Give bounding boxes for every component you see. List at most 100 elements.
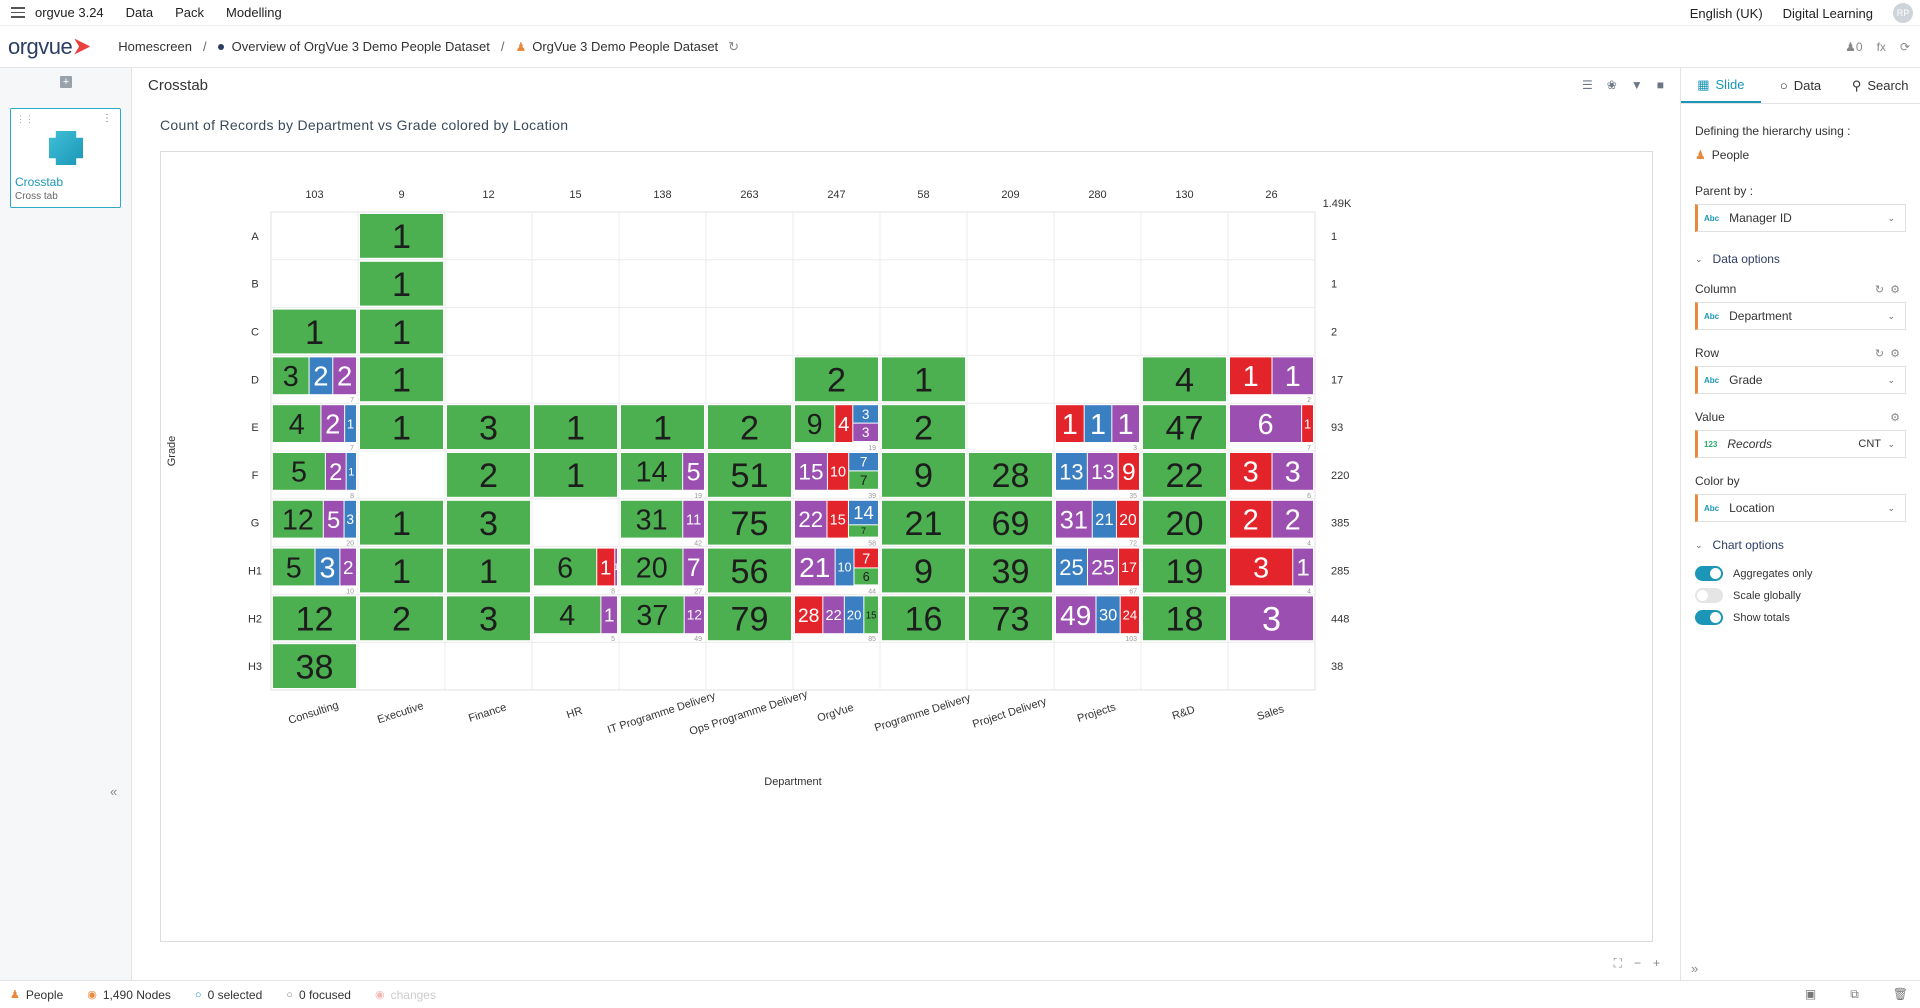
formula-icon[interactable]: fx	[1876, 40, 1886, 54]
crumb-dataset[interactable]: OrgVue 3 Demo People Dataset	[532, 39, 719, 54]
cell-segment	[969, 548, 1052, 593]
list-icon[interactable]: ☰	[1582, 78, 1593, 92]
row-total: 93	[1331, 422, 1343, 434]
cell-value: 1	[1304, 416, 1311, 431]
colorby-select[interactable]: Abc Location ⌄	[1695, 494, 1906, 522]
toggle-scale-globally[interactable]: Scale globally	[1695, 588, 1906, 603]
row-settings-icon[interactable]: ↻⚙	[1874, 347, 1906, 360]
toggle-aggregates-only[interactable]: Aggregates only	[1695, 566, 1906, 581]
breadcrumb: orgvue Homescreen / Overview of OrgVue 3…	[0, 26, 1920, 68]
hamburger-icon[interactable]	[11, 7, 25, 18]
account-menu[interactable]: Digital Learning	[1782, 5, 1873, 21]
toggle-switch[interactable]	[1695, 566, 1723, 581]
value-select[interactable]: 123 Records CNT ⌄	[1695, 430, 1906, 458]
cell-segment	[683, 500, 704, 538]
status-nodes[interactable]: ◉ 1,490 Nodes	[87, 987, 171, 1002]
row-total: 448	[1331, 613, 1349, 625]
cell-value: 49	[1060, 600, 1091, 631]
cell-value: 2	[479, 457, 498, 495]
cell-total: 42	[694, 541, 702, 548]
row-label: B	[251, 279, 258, 291]
fit-icon[interactable]: ⛶	[1613, 956, 1622, 970]
status-changes[interactable]: ◉ changes	[374, 987, 436, 1002]
users-count[interactable]: ♟0	[1845, 40, 1863, 54]
cell-value: 51	[730, 457, 768, 495]
chart-options-header[interactable]: ⌄ Chart options	[1695, 538, 1784, 552]
toggle-show-totals[interactable]: Show totals	[1695, 610, 1906, 625]
language-menu[interactable]: English (UK)	[1689, 5, 1763, 21]
crumb-home[interactable]: Homescreen	[118, 39, 192, 54]
toggle-switch[interactable]	[1695, 588, 1723, 603]
slide-card[interactable]: ⋮⋮ ⋮ Crosstab Cross tab	[10, 108, 121, 208]
cell-segment	[273, 453, 325, 490]
cell-total: 49	[694, 636, 702, 643]
cell-segment	[360, 261, 443, 306]
add-icon[interactable]: ▣	[1804, 987, 1817, 1001]
tab-data[interactable]: ○ Data	[1779, 78, 1822, 93]
cell-value: 1	[1062, 409, 1078, 441]
cell-segment	[882, 548, 965, 593]
cell-value: 5	[291, 457, 307, 489]
menu-data[interactable]: Data	[125, 5, 154, 20]
delete-icon[interactable]: 🗑	[1892, 987, 1908, 1001]
filter-icon[interactable]: ▼	[1630, 78, 1643, 92]
data-options-header[interactable]: ⌄ Data options	[1695, 252, 1780, 266]
column-select[interactable]: Abc Department ⌄	[1695, 302, 1906, 330]
zoom-in-icon[interactable]: +	[1652, 956, 1660, 970]
tab-search[interactable]: ⚲ Search	[1851, 77, 1909, 94]
cell-value: 69	[991, 505, 1029, 543]
cell-segment	[882, 357, 965, 402]
cell-value: 11	[686, 512, 701, 528]
menu-bar: orgvue 3.24 Data Pack Modelling English …	[0, 0, 1920, 26]
cell-value: 3	[346, 512, 354, 527]
logo[interactable]: orgvue	[8, 34, 91, 60]
cell-value: 3	[283, 361, 299, 393]
parent-select[interactable]: Abc Manager ID ⌄	[1695, 204, 1906, 232]
avatar[interactable]: RP	[1893, 3, 1913, 23]
value-label: Value	[1695, 410, 1725, 424]
row-select[interactable]: Abc Grade ⌄	[1695, 366, 1906, 394]
comment-icon[interactable]: ■	[1656, 78, 1664, 92]
cell-value: 1	[1118, 409, 1134, 441]
more-icon[interactable]: ⋮	[102, 113, 112, 124]
menu-modelling[interactable]: Modelling	[226, 5, 282, 20]
add-slide-button[interactable]: +	[60, 76, 72, 88]
tab-slide[interactable]: ▦ Slide	[1681, 68, 1761, 103]
status-focused[interactable]: ○ 0 focused	[286, 987, 351, 1002]
menu-pack[interactable]: Pack	[175, 5, 205, 20]
status-selected[interactable]: ○ 0 selected	[194, 987, 263, 1002]
data-icon: ○	[1779, 78, 1788, 93]
toggle-switch[interactable]	[1695, 610, 1723, 625]
cell-segment	[708, 596, 791, 641]
cell-segment	[853, 405, 878, 423]
chart-title: Count of Records by Department vs Grade …	[160, 117, 569, 133]
value-settings-icon[interactable]: ⚙	[1890, 411, 1906, 424]
selected-icon: ○	[194, 988, 202, 1001]
drag-handle-icon[interactable]: ⋮⋮	[16, 114, 34, 124]
palette-icon[interactable]: ❀	[1606, 78, 1617, 92]
cell-value: 7	[860, 473, 868, 488]
aggregation-label: CNT	[1858, 438, 1881, 450]
crumb-overview[interactable]: Overview of OrgVue 3 Demo People Dataset	[231, 39, 490, 54]
hierarchy-value[interactable]: ♟ People	[1695, 148, 1750, 162]
cell-segment	[321, 405, 345, 442]
cell-segment	[882, 596, 965, 641]
cell-segment	[849, 471, 878, 489]
cell-segment	[309, 357, 333, 395]
column-total: 12	[482, 189, 494, 201]
zoom-out-icon[interactable]: −	[1633, 956, 1641, 970]
collapse-left-icon[interactable]: «	[110, 784, 118, 799]
cell-value: 15	[866, 610, 877, 621]
refresh-icon[interactable]: ↻	[728, 38, 740, 54]
copy-icon[interactable]: ⧉	[1850, 987, 1859, 1001]
cell-segment	[848, 500, 878, 525]
chevron-down-icon: ⌄	[1695, 539, 1703, 550]
sync-icon[interactable]: ⟳	[1899, 40, 1910, 54]
column-settings-icon[interactable]: ↻⚙	[1874, 283, 1906, 296]
cell-value: 15	[830, 512, 846, 528]
cell-segment	[447, 500, 530, 545]
collapse-right-icon[interactable]: »	[1691, 961, 1699, 976]
status-people[interactable]: ♟ People	[10, 987, 64, 1002]
cell-value: 1	[392, 362, 411, 400]
